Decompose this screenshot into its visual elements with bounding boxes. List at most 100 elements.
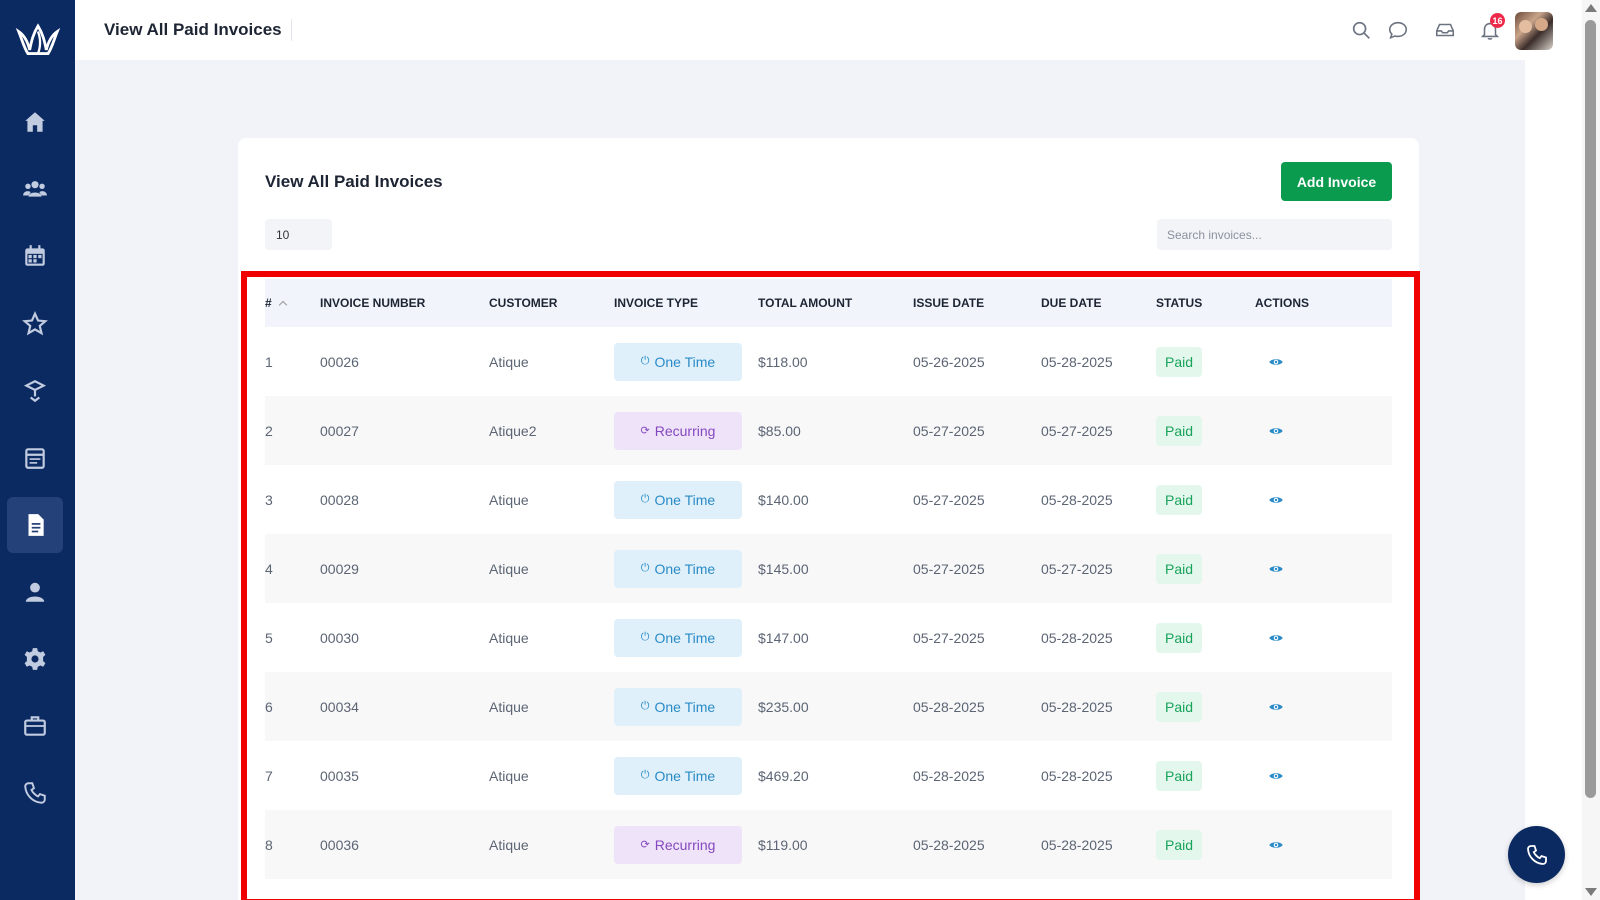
header-due-date[interactable]: DUE DATE <box>1041 296 1102 310</box>
cell-total-amount: $469.20 <box>758 767 809 784</box>
cell-invoice-number: 00027 <box>320 422 359 439</box>
invoice-type-label: One Time <box>654 767 716 784</box>
cell-invoice-type: ⏻ One Time <box>614 465 742 534</box>
sidebar-item-jobs[interactable] <box>7 698 63 754</box>
status-badge: Paid <box>1156 691 1203 722</box>
view-eye-icon[interactable] <box>1268 630 1284 646</box>
one-time-icon: ⏻ <box>640 562 650 574</box>
table-row: 7 00035 Atique $469.20 05-28-2025 05-28-2025 ⏻… <box>265 741 1392 810</box>
recurring-badge: ⟳ Recurring <box>614 411 742 450</box>
one-time-icon: ⏻ <box>640 631 650 643</box>
cell-due-date: 05-28-2025 <box>1041 836 1113 853</box>
sidebar-item-calendar[interactable] <box>7 228 63 284</box>
cell-total-amount: $118.00 <box>758 353 808 370</box>
cell-invoice-type: ⏻ One Time <box>614 741 742 810</box>
sidebar-item-favorites[interactable] <box>7 296 63 352</box>
sort-asc-icon <box>278 300 287 310</box>
cell-num: 2 <box>265 422 273 439</box>
invoice-type-label: One Time <box>654 560 716 577</box>
table-row: 5 00030 Atique $147.00 05-27-2025 05-28-2025 ⏻… <box>265 603 1392 672</box>
cell-due-date: 05-28-2025 <box>1041 353 1113 370</box>
sidebar-item-settings[interactable] <box>7 631 63 687</box>
invoice-type-label: Recurring <box>654 422 716 439</box>
cell-issue-date: 05-27-2025 <box>913 422 985 439</box>
view-eye-icon[interactable] <box>1268 699 1284 715</box>
view-eye-icon[interactable] <box>1268 561 1284 577</box>
user-avatar[interactable] <box>1515 12 1553 50</box>
cell-customer: Atique <box>489 491 529 508</box>
cell-due-date: 05-28-2025 <box>1041 767 1113 784</box>
cell-invoice-type: ⏻ One Time <box>614 534 742 603</box>
sidebar-item-users[interactable] <box>7 161 63 217</box>
cell-status: Paid <box>1156 465 1203 534</box>
view-eye-icon[interactable] <box>1268 768 1284 784</box>
table-row: 8 00036 Atique $119.00 05-28-2025 05-28-2025 ⟳… <box>265 810 1392 879</box>
table-header: # INVOICE NUMBER CUSTOMER INVOICE TYPE T… <box>265 279 1392 327</box>
sidebar-item-invoices[interactable] <box>7 497 63 553</box>
cell-actions <box>1268 810 1284 879</box>
header-customer[interactable]: CUSTOMER <box>489 296 558 310</box>
cell-customer: Atique2 <box>489 422 537 439</box>
one-time-badge: ⏻ One Time <box>614 480 742 519</box>
page-size-select[interactable]: 10 <box>265 219 332 250</box>
one-time-icon: ⏻ <box>640 493 650 505</box>
invoice-type-label: One Time <box>654 698 716 715</box>
cell-due-date: 05-28-2025 <box>1041 491 1113 508</box>
cell-actions <box>1268 534 1284 603</box>
cell-status: Paid <box>1156 741 1203 810</box>
header-issue-date[interactable]: ISSUE DATE <box>913 296 985 310</box>
phone-icon <box>24 782 46 804</box>
cell-issue-date: 05-26-2025 <box>913 353 985 370</box>
cell-total-amount: $147.00 <box>758 629 809 646</box>
call-fab-button[interactable] <box>1508 826 1565 883</box>
header-num[interactable]: # <box>265 279 287 327</box>
cell-status: Paid <box>1156 603 1203 672</box>
sidebar-item-calls[interactable] <box>7 765 63 821</box>
status-badge: Paid <box>1156 415 1203 446</box>
user-icon <box>25 582 45 602</box>
view-eye-icon[interactable] <box>1268 423 1284 439</box>
cell-total-amount: $140.00 <box>758 491 809 508</box>
table-row: 6 00034 Atique $235.00 05-28-2025 05-28-2025 ⏻… <box>265 672 1392 741</box>
home-icon <box>25 112 45 132</box>
cell-customer: Atique <box>489 560 529 577</box>
status-badge: Paid <box>1156 553 1203 584</box>
one-time-icon: ⏻ <box>640 700 650 712</box>
table-row: 3 00028 Atique $140.00 05-27-2025 05-28-2025 ⏻… <box>265 465 1392 534</box>
cell-due-date: 05-28-2025 <box>1041 698 1113 715</box>
header-invoice-type[interactable]: INVOICE TYPE <box>614 296 699 310</box>
brand-logo-icon[interactable] <box>13 14 63 60</box>
cell-actions <box>1268 672 1284 741</box>
cell-actions <box>1268 327 1284 396</box>
search-button[interactable] <box>1348 17 1374 43</box>
invoice-type-label: Recurring <box>654 836 716 853</box>
cell-num: 5 <box>265 629 273 646</box>
view-eye-icon[interactable] <box>1268 354 1284 370</box>
cell-customer: Atique <box>489 353 529 370</box>
cell-issue-date: 05-28-2025 <box>913 767 985 784</box>
gear-icon <box>24 648 46 670</box>
scroll-down-arrow-icon[interactable] <box>1585 888 1597 896</box>
view-eye-icon[interactable] <box>1268 492 1284 508</box>
status-badge: Paid <box>1156 829 1203 860</box>
cell-invoice-number: 00035 <box>320 767 359 784</box>
sidebar-item-products[interactable] <box>7 363 63 419</box>
header-status[interactable]: STATUS <box>1156 296 1203 310</box>
view-eye-icon[interactable] <box>1268 837 1284 853</box>
cell-customer: Atique <box>489 767 529 784</box>
search-invoices-input[interactable] <box>1157 219 1392 250</box>
header-invoice-number[interactable]: INVOICE NUMBER <box>320 296 426 310</box>
top-bar: View All Paid Invoices <box>75 0 1525 60</box>
header-total-amount[interactable]: TOTAL AMOUNT <box>758 296 853 310</box>
add-invoice-button[interactable]: Add Invoice <box>1281 162 1392 201</box>
scrollbar-thumb[interactable] <box>1585 20 1596 798</box>
inbox-button[interactable] <box>1432 17 1458 43</box>
sidebar-item-schedule[interactable] <box>7 430 63 486</box>
sidebar-item-profile[interactable] <box>7 564 63 620</box>
invoice-type-label: One Time <box>654 353 716 370</box>
scroll-up-arrow-icon[interactable] <box>1585 4 1597 12</box>
chat-button[interactable] <box>1385 17 1411 43</box>
status-badge: Paid <box>1156 760 1203 791</box>
sidebar-item-home[interactable] <box>7 94 63 150</box>
cell-actions <box>1268 465 1284 534</box>
